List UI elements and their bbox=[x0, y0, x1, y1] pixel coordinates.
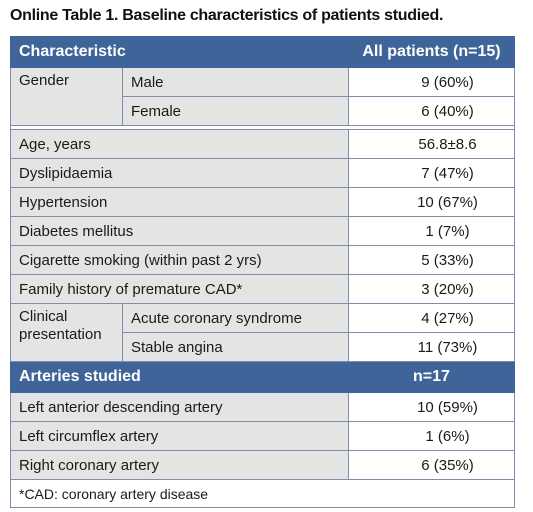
row-value: 56.8±8.6 bbox=[348, 129, 515, 159]
table-row: Right coronary artery 6 (35%) bbox=[10, 450, 515, 480]
artery-label: Right coronary artery bbox=[10, 450, 349, 480]
table-row: Left circumflex artery 1 (6%) bbox=[10, 421, 515, 451]
artery-value: 6 (35%) bbox=[348, 450, 515, 480]
footnote: *CAD: coronary artery disease bbox=[10, 479, 515, 508]
row-label: Age, years bbox=[10, 129, 349, 159]
table-header-row: Characteristic All patients (n=15) bbox=[10, 36, 515, 68]
table-row: Left anterior descending artery 10 (59%) bbox=[10, 392, 515, 422]
artery-label: Left anterior descending artery bbox=[10, 392, 349, 422]
table-row: Dyslipidaemia 7 (47%) bbox=[10, 158, 515, 188]
row-label: Hypertension bbox=[10, 187, 349, 217]
table-row: Gender Male 9 (60%) bbox=[10, 67, 515, 126]
artery-value: 10 (59%) bbox=[348, 392, 515, 422]
row-value: 3 (20%) bbox=[348, 274, 515, 304]
table-row: Hypertension 10 (67%) bbox=[10, 187, 515, 217]
gender-male-value: 9 (60%) bbox=[348, 67, 515, 97]
row-value: 7 (47%) bbox=[348, 158, 515, 188]
table-row: Age, years 56.8±8.6 bbox=[10, 129, 515, 159]
arteries-header-row: Arteries studied n=17 bbox=[10, 361, 515, 393]
gender-female-label: Female bbox=[122, 96, 349, 126]
row-label: Dyslipidaemia bbox=[10, 158, 349, 188]
table-row: Female 6 (40%) bbox=[11, 96, 515, 126]
table-row: Family history of premature CAD* 3 (20%) bbox=[10, 274, 515, 304]
row-label: Cigarette smoking (within past 2 yrs) bbox=[10, 245, 349, 275]
clinical-stable-label: Stable angina bbox=[122, 332, 349, 362]
row-value: 10 (67%) bbox=[348, 187, 515, 217]
footnote-row: *CAD: coronary artery disease bbox=[10, 479, 515, 508]
baseline-characteristics-table: Characteristic All patients (n=15) Gende… bbox=[10, 36, 515, 508]
clinical-acs-label: Acute coronary syndrome bbox=[122, 303, 349, 333]
gender-label: Gender bbox=[10, 67, 123, 126]
header-all-patients: All patients (n=15) bbox=[348, 36, 515, 68]
table-row: Cigarette smoking (within past 2 yrs) 5 … bbox=[10, 245, 515, 275]
table-row: Clinical presentation Acute coronary syn… bbox=[10, 303, 515, 362]
table-caption: Online Table 1. Baseline characteristics… bbox=[10, 7, 444, 24]
clinical-acs-value: 4 (27%) bbox=[348, 303, 515, 333]
clinical-presentation-label: Clinical presentation bbox=[10, 303, 123, 362]
row-label: Diabetes mellitus bbox=[10, 216, 349, 246]
clinical-stable-value: 11 (73%) bbox=[348, 332, 515, 362]
header-characteristic: Characteristic bbox=[10, 36, 349, 68]
row-value: 5 (33%) bbox=[348, 245, 515, 275]
table-row: Diabetes mellitus 1 (7%) bbox=[10, 216, 515, 246]
artery-value: 1 (6%) bbox=[348, 421, 515, 451]
arteries-header-value: n=17 bbox=[348, 361, 515, 393]
row-label: Family history of premature CAD* bbox=[10, 274, 349, 304]
gender-female-value: 6 (40%) bbox=[348, 96, 515, 126]
gender-male-label: Male bbox=[122, 67, 349, 97]
arteries-header-label: Arteries studied bbox=[10, 361, 349, 393]
row-value: 1 (7%) bbox=[348, 216, 515, 246]
table-row: Stable angina 11 (73%) bbox=[11, 332, 515, 362]
artery-label: Left circumflex artery bbox=[10, 421, 349, 451]
